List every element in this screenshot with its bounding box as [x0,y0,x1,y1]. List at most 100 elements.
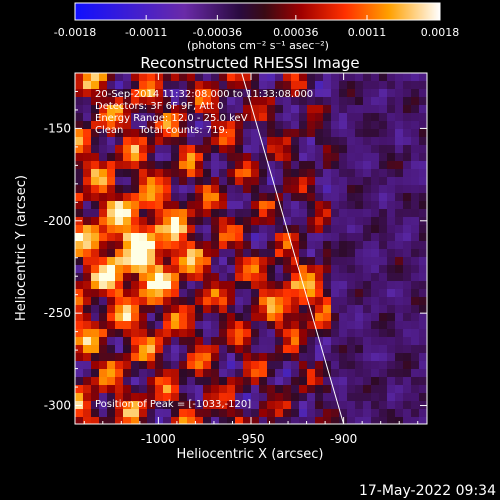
image-pixel [395,225,404,234]
image-pixel [371,145,380,154]
image-pixel [315,313,324,322]
image-pixel [403,369,412,378]
image-pixel [235,105,244,114]
image-pixel [251,121,260,130]
image-pixel [307,81,316,90]
image-pixel [339,265,348,274]
image-pixel [219,369,228,378]
image-pixel [83,241,92,250]
image-pixel [91,337,100,346]
image-pixel [251,417,260,424]
image-pixel [107,329,116,338]
image-pixel [203,233,212,242]
image-pixel [291,409,300,418]
image-pixel [83,297,92,306]
image-pixel [187,73,196,82]
image-pixel [211,233,220,242]
image-pixel [259,337,268,346]
image-pixel [419,105,427,114]
image-pixel [235,345,244,354]
image-pixel [363,361,372,370]
image-pixel [371,97,380,106]
image-pixel [235,89,244,98]
image-pixel [107,89,116,98]
image-pixel [267,345,276,354]
image-pixel [99,353,108,362]
image-pixel [251,153,260,162]
image-pixel [291,209,300,218]
image-pixel [387,377,396,386]
image-pixel [419,153,427,162]
image-pixel [227,289,236,298]
image-pixel [339,89,348,98]
image-pixel [147,97,156,106]
image-pixel [187,121,196,130]
image-pixel [195,169,204,178]
image-pixel [219,121,228,130]
image-pixel [283,177,292,186]
image-pixel [283,305,292,314]
image-pixel [387,369,396,378]
image-pixel [115,417,124,424]
image-pixel [163,361,172,370]
image-pixel [99,337,108,346]
image-pixel [251,169,260,178]
image-pixel [203,305,212,314]
image-pixel [227,105,236,114]
image-pixel [75,105,84,114]
image-pixel [187,401,196,410]
image-pixel [131,241,140,250]
image-pixel [411,185,420,194]
image-pixel [267,193,276,202]
image-pixel [411,97,420,106]
image-pixel [123,385,132,394]
image-pixel [355,337,364,346]
image-pixel [395,233,404,242]
image-pixel [211,385,220,394]
image-pixel [211,393,220,402]
image-pixel [139,97,148,106]
image-pixel [291,337,300,346]
image-pixel [179,313,188,322]
image-pixel [163,129,172,138]
image-pixel [267,337,276,346]
image-pixel [211,321,220,330]
image-pixel [307,353,316,362]
image-pixel [339,81,348,90]
image-pixel [243,401,252,410]
image-pixel [339,233,348,242]
image-pixel [75,73,84,82]
image-pixel [75,177,84,186]
image-pixel [395,121,404,130]
image-pixel [163,249,172,258]
image-pixel [123,329,132,338]
image-pixel [83,361,92,370]
image-pixel [395,305,404,314]
image-pixel [171,193,180,202]
image-pixel [123,257,132,266]
image-pixel [243,361,252,370]
image-pixel [259,329,268,338]
image-pixel [347,185,356,194]
image-pixel [83,233,92,242]
image-pixel [355,161,364,170]
image-pixel [227,393,236,402]
image-pixel [371,185,380,194]
image-pixel [347,217,356,226]
image-pixel [179,385,188,394]
image-pixel [251,393,260,402]
image-pixel [291,217,300,226]
image-pixel [355,361,364,370]
image-pixel [331,241,340,250]
image-pixel [83,369,92,378]
image-pixel [299,377,308,386]
image-pixel [203,313,212,322]
image-pixel [267,129,276,138]
image-pixel [299,169,308,178]
plot-title: Reconstructed RHESSI Image [140,54,359,72]
image-pixel [227,241,236,250]
image-pixel [275,249,284,258]
image-pixel [115,393,124,402]
image-pixel [371,393,380,402]
image-pixel [299,233,308,242]
